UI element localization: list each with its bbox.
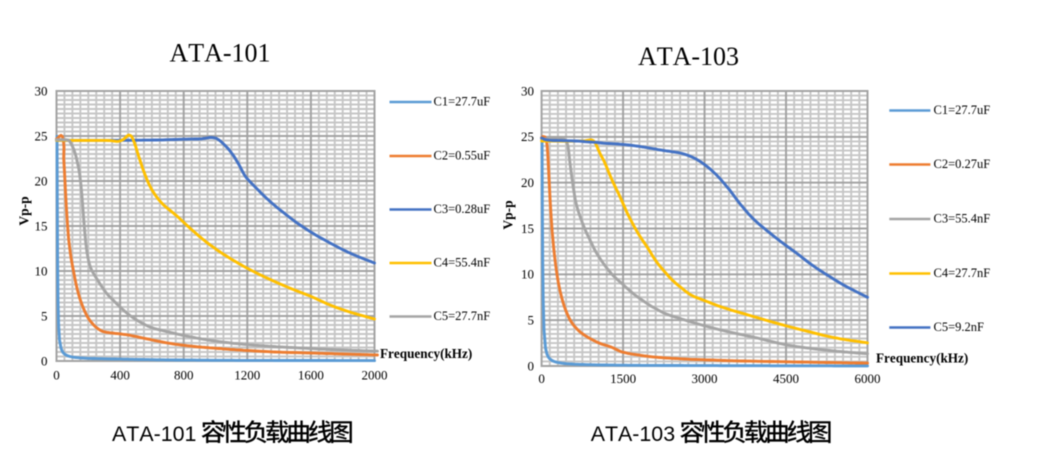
svg-text:3000: 3000 [692,371,718,386]
svg-text:Frequency(kHz): Frequency(kHz) [380,346,472,361]
svg-text:C4=55.4nF: C4=55.4nF [434,256,491,270]
svg-text:ATA-101: ATA-101 [169,39,270,68]
svg-text:C5=9.2nF: C5=9.2nF [934,320,985,334]
svg-text:25: 25 [35,128,48,143]
svg-text:C3=0.28uF: C3=0.28uF [434,202,491,216]
svg-text:C2=0.27uF: C2=0.27uF [934,157,991,171]
svg-text:Vp-p: Vp-p [501,200,516,229]
svg-text:1200: 1200 [234,367,260,382]
svg-text:6000: 6000 [855,371,881,386]
svg-text:25: 25 [521,129,534,144]
svg-text:C4=27.7nF: C4=27.7nF [934,266,991,280]
svg-text:2000: 2000 [362,367,388,382]
svg-text:Frequency(kHz): Frequency(kHz) [876,351,968,366]
svg-text:ATA-103: ATA-103 [591,422,675,446]
svg-text:5: 5 [41,308,48,323]
svg-text:400: 400 [110,367,130,382]
svg-text:1500: 1500 [610,371,636,386]
svg-text:ATA-101: ATA-101 [112,422,196,446]
svg-text:30: 30 [35,83,48,98]
svg-text:10: 10 [521,267,534,282]
svg-text:ATA-103: ATA-103 [638,42,739,71]
svg-text:1600: 1600 [298,367,324,382]
svg-text:C1=27.7uF: C1=27.7uF [434,95,491,109]
svg-text:C2=0.55uF: C2=0.55uF [434,149,491,163]
svg-text:Vp-p: Vp-p [17,196,32,225]
svg-text:0: 0 [41,353,48,368]
svg-text:30: 30 [521,83,534,98]
svg-text:20: 20 [35,173,48,188]
svg-text:C3=55.4nF: C3=55.4nF [934,212,991,226]
svg-text:10: 10 [35,263,48,278]
svg-text:15: 15 [521,221,534,236]
svg-text:800: 800 [174,367,194,382]
svg-text:20: 20 [521,175,534,190]
svg-text:C5=27.7nF: C5=27.7nF [434,309,491,323]
svg-text:4500: 4500 [773,371,799,386]
svg-text:5: 5 [528,312,535,327]
svg-text:0: 0 [53,367,60,382]
svg-text:0: 0 [538,371,545,386]
svg-text:15: 15 [35,218,48,233]
svg-text:0: 0 [528,358,535,373]
svg-text:C1=27.7uF: C1=27.7uF [934,103,991,117]
